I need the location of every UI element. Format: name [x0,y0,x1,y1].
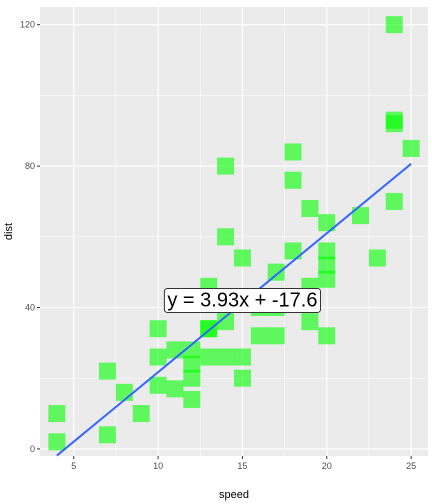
data-point [402,139,420,157]
data-point [318,327,336,345]
equation-annotation: y = 3.93x + -17.6 [163,287,321,313]
data-point [217,157,235,175]
axes: 5 10 15 20 25 0 40 80 120 [20,20,416,471]
data-point [301,200,319,218]
data-point [284,143,302,161]
data-point [284,171,302,189]
data-point [318,256,336,274]
data-point [48,405,66,423]
data-point [318,270,336,288]
data-point [149,348,167,366]
y-axis-title: dist [3,223,15,240]
data-point [385,111,403,129]
data-point [115,383,133,401]
equation-label-box [163,287,321,313]
x-axis-title: speed [219,489,249,501]
data-point [385,192,403,210]
data-point [132,405,150,423]
data-point [183,390,201,408]
x-tick-label: 10 [153,461,163,471]
x-tick-label: 20 [322,461,332,471]
data-point [166,380,184,398]
x-tick-label: 15 [237,461,247,471]
data-point [200,348,218,366]
data-point [98,426,116,444]
data-point [183,341,201,359]
data-point [233,348,251,366]
x-tick-label: 25 [406,461,416,471]
data-point [217,228,235,246]
data-point [250,327,268,345]
data-point [233,369,251,387]
data-point [301,313,319,331]
data-point [352,207,370,225]
data-point [318,214,336,232]
y-tick-label: 80 [25,161,35,171]
y-tick-label: 40 [25,303,35,313]
data-point [368,249,386,267]
data-point [149,376,167,394]
data-point [166,341,184,359]
data-point [267,327,285,345]
equation-label: y = 3.93x + -17.6 [167,289,317,311]
data-point [267,263,285,281]
data-point [183,355,201,373]
data-point [233,249,251,267]
x-tick-label: 5 [71,461,76,471]
data-point [149,320,167,338]
data-point [217,348,235,366]
data-point [98,362,116,380]
y-tick-label: 120 [20,20,35,30]
y-tick-label: 0 [30,444,35,454]
data-point [48,433,66,451]
data-point [318,242,336,260]
data-point [217,313,235,331]
data-point [284,242,302,260]
data-point [183,369,201,387]
data-point [385,16,403,34]
